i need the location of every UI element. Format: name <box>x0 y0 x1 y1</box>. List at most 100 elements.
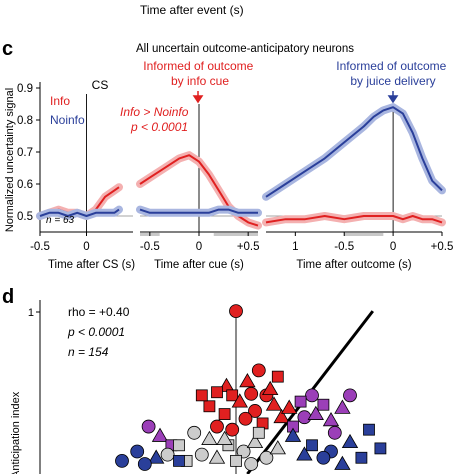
c-xlabel-1: Time after CS (s) <box>48 259 135 271</box>
scatter-point-red <box>211 386 223 399</box>
c-y-tick-label: 0.6 <box>17 179 33 191</box>
scatter-point-gray <box>246 433 264 449</box>
scatter-point-red <box>244 386 259 401</box>
outcome-event-line2: by juice delivery <box>350 74 435 88</box>
info-series-line <box>265 215 443 224</box>
scatter-point-red <box>271 370 284 383</box>
scatter-point-gray <box>269 440 286 455</box>
scatter-point-red <box>239 373 256 388</box>
panel-c-ylabel: Normalized uncertainty signal <box>4 88 16 232</box>
outcome-event-label: Informed of outcome by juice delivery <box>336 59 449 88</box>
scatter-point-red <box>218 408 231 420</box>
noinfo-series-line <box>39 208 120 217</box>
scatter-point-gray <box>259 450 274 465</box>
scatter-point-gray <box>236 444 251 459</box>
scatter-point-blue <box>130 444 145 459</box>
panel-d-points <box>115 304 387 471</box>
top-xlabel: Time after event (s) <box>140 3 244 17</box>
cue-event-label: Informed of outcome by info cue <box>143 59 256 88</box>
noinfo-sem-band <box>262 103 446 201</box>
panel-c-plots <box>36 103 446 230</box>
panel-c-letter: c <box>2 38 13 60</box>
scatter-point-purple <box>151 427 169 442</box>
scatter-point-purple <box>327 425 342 440</box>
n-label: n = 63 <box>46 215 75 226</box>
legend-noinfo: Noinfo <box>50 113 85 127</box>
n-text: n = 154 <box>68 345 109 359</box>
scatter-point-gray <box>252 426 265 439</box>
scatter-point-purple <box>297 410 312 425</box>
stat-line2: p < 0.0001 <box>130 120 188 134</box>
scatter-point-blue <box>316 450 331 465</box>
scatter-point-purple <box>322 412 340 427</box>
scatter-point-gray <box>201 430 218 445</box>
scatter-point-red <box>203 400 216 413</box>
scatter-point-blue <box>137 457 152 471</box>
panel-d-letter: d <box>2 286 14 308</box>
panel-c-title: All uncertain outcome-anticipatory neuro… <box>136 43 354 55</box>
c-shade <box>213 233 258 236</box>
scatter-point-gray <box>208 449 226 464</box>
scatter-point-gray <box>216 430 233 445</box>
scatter-point-gray <box>173 439 185 452</box>
scatter-point-red <box>265 396 283 411</box>
scatter-point-gray <box>160 447 175 462</box>
scatter-point-blue <box>341 433 359 449</box>
c-shade <box>344 233 384 236</box>
scatter-point-red <box>281 399 298 414</box>
scatter-point-purple <box>307 405 324 420</box>
noinfo-series-line <box>139 208 258 214</box>
c-xlabel-2: Time after cue (s) <box>154 259 244 271</box>
scatter-point-red <box>251 363 266 378</box>
c-x-tick-label: 1 <box>292 241 298 253</box>
c-x-tick-label: -0.5 <box>140 241 160 253</box>
scatter-point-red <box>273 408 290 424</box>
scatter-point-gray <box>187 425 202 440</box>
cue-event-line2: by info cue <box>171 74 229 88</box>
panel-d-ylabel: Anticipation index <box>10 391 22 474</box>
outcome-arrow-icon <box>387 91 399 104</box>
legend-info: Info <box>50 94 70 108</box>
c-x-tick-label: 0 <box>83 241 89 253</box>
scatter-point-purple <box>141 419 156 434</box>
c-x-tick-label: +0.5 <box>431 241 454 253</box>
c-x-tick-label: 0 <box>390 241 396 253</box>
scatter-point-blue <box>115 453 129 468</box>
panel-c-axes: 0.5 0.6 0.7 0.8 0.9 -0.5 0 Time after CS (s) -0.… <box>17 82 453 271</box>
scatter-point-blue <box>374 442 387 455</box>
scatter-point-blue <box>148 449 165 464</box>
scatter-point-blue <box>334 455 351 470</box>
c-y-tick-label: 0.9 <box>17 83 33 95</box>
scatter-point-red <box>229 304 243 319</box>
scatter-point-gray <box>230 454 242 467</box>
cs-event-label: CS <box>92 78 109 92</box>
p-text: p < 0.0001 <box>67 325 125 339</box>
scatter-point-red <box>210 419 224 434</box>
scatter-point-blue <box>306 439 318 452</box>
cue-event-line1: Informed of outcome <box>143 59 253 73</box>
scatter-point-gray <box>194 447 209 462</box>
panel-d-ytick: 1 <box>28 307 34 319</box>
scatter-point-red <box>248 404 262 418</box>
scatter-point-purple <box>334 399 351 414</box>
scatter-point-red <box>238 411 253 426</box>
noinfo-series-line <box>265 106 443 198</box>
scatter-point-blue <box>284 427 302 442</box>
c-x-tick-label: 0 <box>196 241 202 253</box>
scatter-point-purple <box>317 398 330 411</box>
c-x-tick-label: +0.5 <box>237 241 260 253</box>
scatter-point-blue <box>296 446 313 461</box>
scatter-point-blue <box>173 454 185 467</box>
scatter-point-purple <box>305 388 319 403</box>
rho-text: rho = +0.40 <box>68 305 130 319</box>
scatter-point-red <box>226 389 239 402</box>
scatter-point-blue <box>355 451 368 464</box>
cue-arrow-icon <box>192 91 204 104</box>
c-xlabel-3: Time after outcome (s) <box>296 259 411 271</box>
scatter-point-purple <box>343 388 357 403</box>
outcome-event-line1: Informed of outcome <box>336 59 446 73</box>
c-x-tick-label: -0.5 <box>30 241 50 253</box>
scatter-point-red <box>231 393 248 408</box>
scatter-point-red <box>262 380 279 396</box>
